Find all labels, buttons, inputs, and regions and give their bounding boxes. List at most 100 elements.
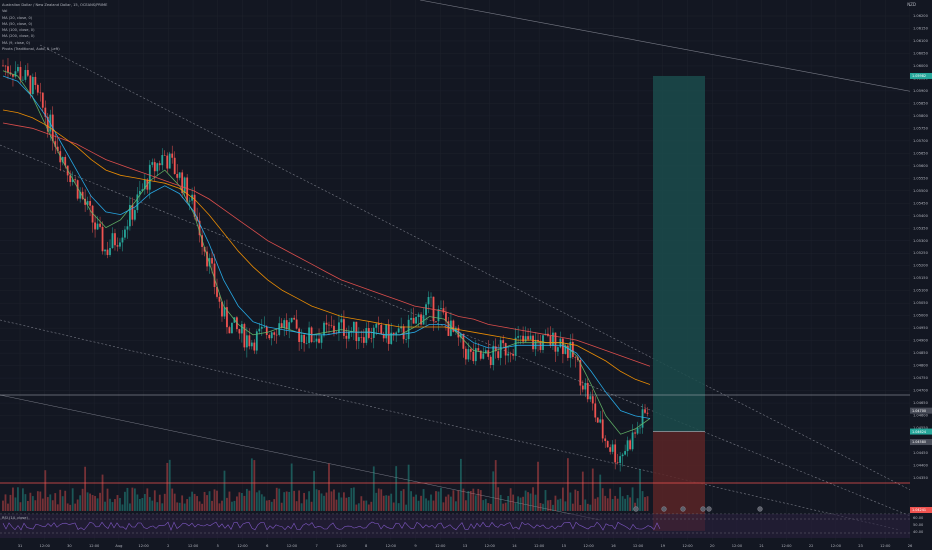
volume-bar (377, 488, 380, 511)
long-position-tool[interactable] (653, 75, 705, 531)
candle-body (99, 223, 101, 227)
horizontal-levels (0, 394, 910, 515)
volume-bar (310, 501, 313, 511)
volume-bar (313, 470, 315, 511)
volume-bar (248, 490, 251, 511)
candle-body (81, 191, 84, 199)
volume-bar (308, 491, 310, 511)
volume-bar (173, 493, 176, 511)
candle-body (422, 315, 425, 325)
volume-bar (442, 502, 445, 511)
volume-bar (360, 496, 363, 511)
volume-bar (402, 489, 405, 511)
candle-body (601, 419, 604, 439)
candle-body (131, 204, 134, 220)
moving-average-line (2, 75, 651, 419)
candle-body (138, 191, 141, 195)
time-tick-label: 12:00 (534, 544, 545, 548)
legend-indicator[interactable]: Pivots (Traditional, Auto, 5, Left) (2, 47, 60, 52)
volume-bar (641, 491, 644, 511)
candle-body (273, 332, 276, 335)
volume-bar (168, 459, 171, 511)
candle-body (226, 307, 228, 328)
volume-bar (19, 502, 22, 511)
trendline (39, 44, 931, 501)
candle-body (275, 334, 278, 336)
volume-bar (288, 491, 291, 511)
candle-body (2, 65, 4, 67)
volume-bar (181, 495, 184, 511)
volume-bar (206, 495, 208, 511)
candle-body (181, 172, 184, 194)
volume-bar (41, 498, 44, 511)
candle-body (599, 419, 602, 423)
moving-average-line (2, 109, 651, 385)
legend-indicator[interactable]: MA (9, close, 0) (2, 40, 30, 45)
time-tick-label: 12:00 (583, 544, 594, 548)
candle-body (377, 323, 380, 325)
volume-bar (156, 502, 159, 511)
legend-indicator[interactable]: MA (200, close, 0) (2, 34, 35, 39)
volume-bar (447, 494, 450, 511)
legend-indicator[interactable]: MA (20, close, 0) (2, 15, 33, 20)
candle-body (124, 229, 126, 238)
price-tag (910, 428, 932, 435)
volume-bar (39, 491, 42, 511)
candle-body (641, 409, 644, 428)
legend-indicator[interactable]: MA (50, close, 0) (2, 21, 33, 26)
price-tick-label: 1.04600 (913, 414, 929, 418)
price-tick-label: 1.05750 (913, 126, 929, 130)
price-tick-label: 1.05550 (913, 176, 929, 180)
price-axis[interactable]: 1.06200 1.06150 1.06100 1.06050 1.06000 1.059… (910, 0, 932, 550)
volume-bar (131, 487, 134, 511)
candle-body (54, 141, 57, 147)
volume-bar (101, 474, 104, 511)
candle-body (445, 312, 447, 322)
volume-bar (238, 492, 241, 511)
time-tick-label: 12:00 (435, 544, 446, 548)
volume-bar (161, 503, 164, 511)
event-markers[interactable] (633, 506, 763, 512)
volume-bar (245, 488, 248, 511)
candle-body (283, 320, 286, 328)
volume-bars (2, 458, 649, 511)
price-tick-label: 1.05050 (913, 301, 929, 305)
volume-bar (29, 492, 32, 511)
volume-bar (489, 503, 492, 511)
time-tick-label: 26 (908, 544, 913, 548)
candle-body (407, 319, 410, 340)
volume-bar (514, 503, 517, 511)
volume-bar (265, 500, 268, 511)
volume-bar (268, 500, 271, 511)
volume-bar (552, 504, 554, 511)
candle-body (156, 163, 159, 172)
volume-bar (61, 496, 64, 511)
candle-body (504, 343, 507, 356)
volume-bar (81, 488, 84, 511)
legend-indicator[interactable]: MA (100, close, 0) (2, 28, 35, 33)
time-axis[interactable]: 31 12:00 30 12:00 Aug 12:00 2 12:00 5 12:00 6 12:00… (0, 540, 932, 550)
volume-bar (469, 491, 472, 511)
candle-body (126, 226, 129, 230)
volume-bar (619, 487, 622, 511)
candle-body (111, 233, 114, 249)
price-tick-label: 1.05850 (913, 101, 929, 105)
volume-bar (557, 499, 559, 511)
candle-body (56, 146, 59, 152)
volume-bar (621, 496, 624, 511)
candle-body (524, 336, 527, 342)
candle-body (410, 317, 413, 320)
volume-bar (318, 490, 320, 511)
price-tick-label: 1.04950 (913, 326, 929, 330)
candle-body (644, 409, 646, 413)
candle-body (604, 438, 607, 442)
volume-bar (499, 494, 502, 511)
event-marker-icon (661, 506, 667, 512)
candle-body (203, 246, 206, 252)
candle-body (151, 162, 154, 165)
volume-bar (335, 499, 338, 511)
price-tick-label: 1.06050 (913, 51, 929, 55)
candle-body (31, 76, 34, 95)
volume-bar (367, 504, 370, 511)
